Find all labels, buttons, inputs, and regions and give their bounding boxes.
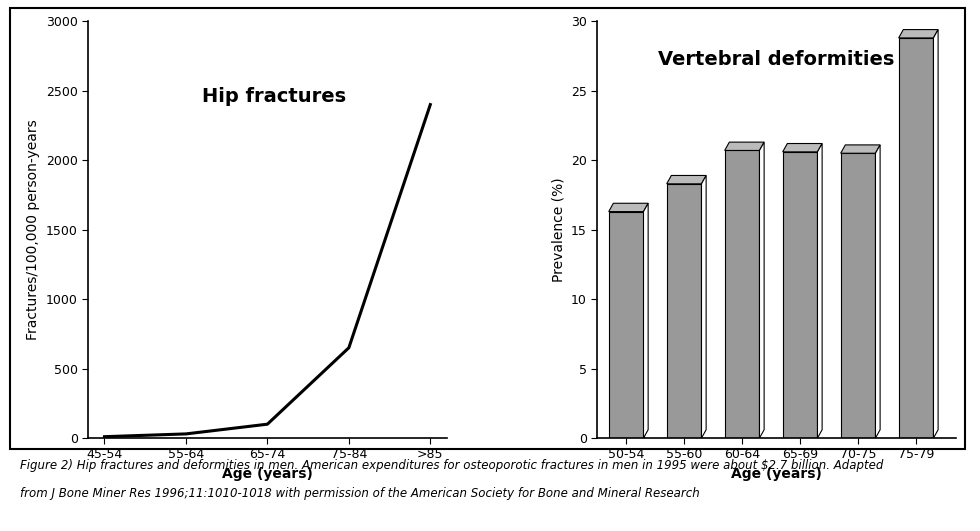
Polygon shape [875, 145, 880, 438]
Polygon shape [899, 38, 934, 438]
Polygon shape [644, 203, 648, 438]
Polygon shape [841, 153, 875, 438]
Polygon shape [817, 143, 822, 438]
Text: Figure 2) Hip fractures and deformities in men. American expenditures for osteop: Figure 2) Hip fractures and deformities … [20, 459, 883, 472]
Polygon shape [841, 145, 880, 153]
Polygon shape [899, 30, 938, 38]
Polygon shape [783, 152, 817, 438]
X-axis label: Age (years): Age (years) [731, 467, 822, 481]
Polygon shape [760, 142, 764, 438]
Text: Vertebral deformities: Vertebral deformities [659, 50, 895, 70]
Text: from J Bone Miner Res 1996;11:1010-1018 with permission of the American Society : from J Bone Miner Res 1996;11:1010-1018 … [20, 487, 700, 500]
Polygon shape [666, 175, 707, 184]
Polygon shape [724, 142, 764, 150]
Text: Hip fractures: Hip fractures [203, 87, 347, 106]
Polygon shape [609, 211, 644, 438]
Polygon shape [702, 175, 707, 438]
Y-axis label: Fractures/100,000 person-years: Fractures/100,000 person-years [26, 119, 40, 340]
Polygon shape [609, 203, 648, 211]
X-axis label: Age (years): Age (years) [221, 467, 313, 481]
Polygon shape [724, 150, 760, 438]
Polygon shape [666, 184, 702, 438]
Polygon shape [934, 30, 938, 438]
Y-axis label: Prevalence (%): Prevalence (%) [552, 177, 565, 282]
Polygon shape [783, 143, 822, 152]
